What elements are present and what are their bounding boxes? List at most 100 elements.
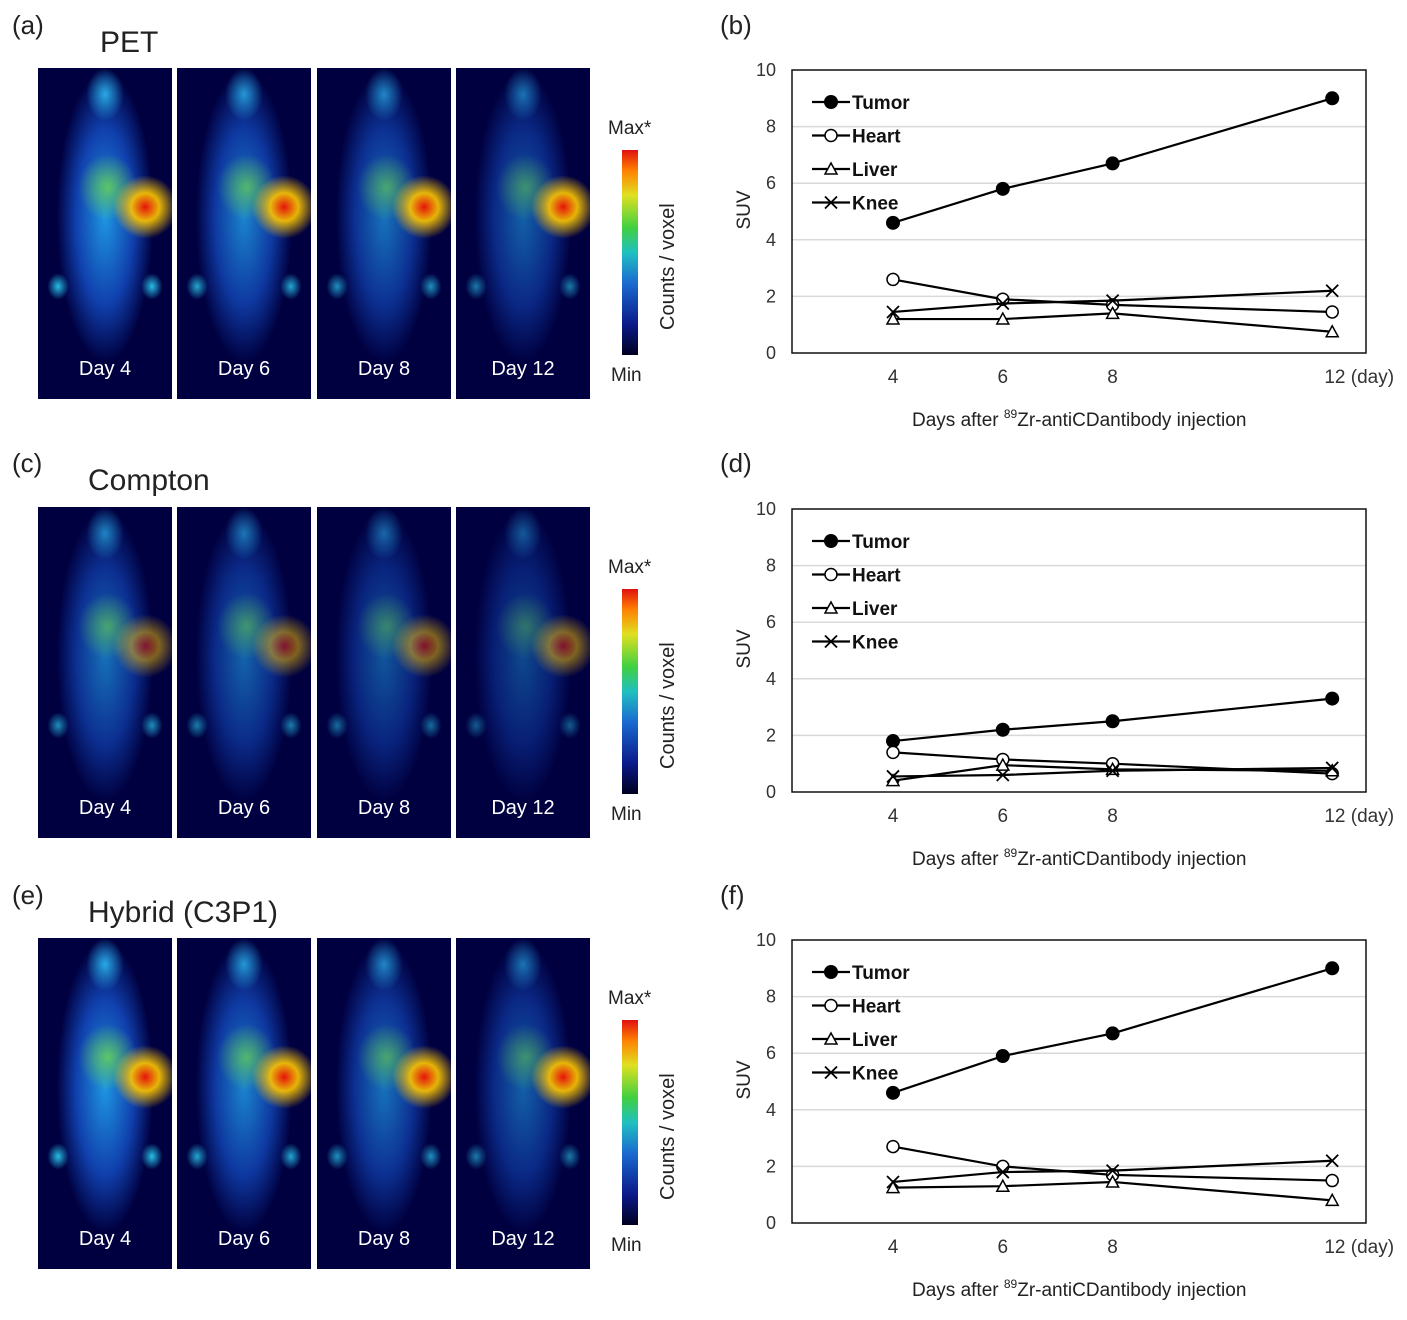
panel-label: (e) xyxy=(12,880,44,910)
y-tick-label: 10 xyxy=(756,60,776,80)
colorbar-axis-label: Counts / voxel xyxy=(657,1073,679,1200)
legend-item: Heart xyxy=(812,566,901,587)
data-point xyxy=(886,305,900,319)
x-axis-label-post: Zr-antiCDantibody injection xyxy=(1017,410,1246,431)
data-point xyxy=(1105,1164,1120,1178)
series-liver xyxy=(885,1174,1340,1207)
legend-item: Knee xyxy=(812,194,898,215)
day-label: Day 12 xyxy=(491,1228,555,1250)
legend-marker-icon xyxy=(824,567,838,582)
colorbar-min-label: Min xyxy=(611,804,642,825)
y-tick-label: 2 xyxy=(766,725,776,745)
legend-item: Tumor xyxy=(812,963,910,984)
data-point xyxy=(1105,294,1120,308)
chart-panel-label: (d) xyxy=(720,448,752,478)
day-label: Day 6 xyxy=(217,797,271,819)
legend-marker-icon xyxy=(823,600,839,614)
data-point xyxy=(996,1159,1010,1174)
y-tick-label: 6 xyxy=(766,612,776,632)
x-tick-label: 12 (day) xyxy=(1324,367,1394,388)
x-tick-label: 4 xyxy=(888,806,899,827)
x-tick-label: 8 xyxy=(1107,806,1118,827)
day-label: Day 4 xyxy=(78,358,132,380)
y-tick-label: 0 xyxy=(766,782,776,802)
data-point xyxy=(1105,714,1120,729)
colorbar xyxy=(622,589,638,794)
y-axis-label: SUV xyxy=(734,190,755,229)
series-knee xyxy=(886,761,1339,784)
y-tick-label: 4 xyxy=(766,230,776,250)
legend-item: Tumor xyxy=(812,532,910,553)
legend-item: Liver xyxy=(812,599,898,620)
x-tick-label: 6 xyxy=(998,367,1009,388)
x-tick-label: 6 xyxy=(998,806,1009,827)
mouse-image: Day 8 xyxy=(317,68,451,399)
colorbar-max-label: Max* xyxy=(608,557,652,578)
data-point xyxy=(1325,284,1339,298)
legend-marker-icon xyxy=(824,634,838,649)
series-knee xyxy=(886,1154,1339,1189)
series-liver xyxy=(885,305,1340,338)
y-tick-label: 10 xyxy=(756,499,776,519)
suv-chart: 0 2 4 6 8 10 4 6 8 12 (day) SUV Days after 89Zr-ant… xyxy=(734,499,1394,870)
mouse-image: Day 12 xyxy=(456,507,590,838)
data-point xyxy=(1325,1154,1339,1168)
data-point xyxy=(886,1085,900,1100)
series-tumor xyxy=(886,91,1340,230)
mouse-image: Day 6 xyxy=(177,938,311,1269)
y-tick-label: 4 xyxy=(766,669,776,689)
suv-chart: 0 2 4 6 8 10 4 6 8 12 (day) SUV Days after 89Zr-ant… xyxy=(734,930,1394,1301)
legend-label: Knee xyxy=(852,1064,898,1085)
data-point xyxy=(996,1165,1010,1179)
x-tick-label: 4 xyxy=(888,367,899,388)
series-line xyxy=(892,697,1333,743)
plot-area xyxy=(791,69,1367,354)
legend-marker-icon xyxy=(824,1065,838,1080)
legend-label: Tumor xyxy=(852,963,910,984)
y-tick-label: 8 xyxy=(766,987,776,1007)
series-tumor xyxy=(886,691,1340,749)
y-tick-label: 0 xyxy=(766,343,776,363)
legend-item: Heart xyxy=(812,997,901,1018)
y-tick-label: 2 xyxy=(766,286,776,306)
y-tick-label: 10 xyxy=(756,930,776,950)
colorbar-axis-label: Counts / voxel xyxy=(657,642,679,769)
x-tick-label: 4 xyxy=(888,1237,899,1258)
legend-label: Knee xyxy=(852,633,898,654)
legend-marker-icon xyxy=(824,534,838,548)
data-point xyxy=(886,1175,900,1189)
legend-label: Liver xyxy=(852,160,898,181)
legend-item: Liver xyxy=(812,160,898,181)
series-liver xyxy=(885,757,1340,787)
data-point xyxy=(995,1178,1011,1192)
y-tick-label: 4 xyxy=(766,1100,776,1120)
x-axis-label-sup: 89 xyxy=(1004,1277,1018,1291)
legend-marker-icon xyxy=(824,195,838,210)
y-axis-label: SUV xyxy=(734,1060,755,1099)
data-point xyxy=(1105,305,1120,320)
mouse-image: Day 6 xyxy=(177,68,311,399)
legend-label: Heart xyxy=(852,127,901,148)
day-label: Day 6 xyxy=(217,358,271,380)
colorbar xyxy=(622,150,638,355)
data-point xyxy=(885,1180,901,1194)
data-point xyxy=(1324,324,1340,338)
mouse-image: Day 4 xyxy=(38,68,172,399)
x-axis-label: Days after 89Zr-antiCDantibody injection xyxy=(912,1277,1246,1301)
day-label: Day 4 xyxy=(78,1228,132,1250)
legend-marker-icon xyxy=(824,965,838,979)
data-point xyxy=(886,745,900,760)
legend-label: Liver xyxy=(852,1030,898,1051)
panel-label: (a) xyxy=(12,10,44,40)
data-point xyxy=(886,272,900,287)
x-tick-label: 6 xyxy=(998,1237,1009,1258)
legend-marker-icon xyxy=(824,128,838,143)
series-line xyxy=(892,289,1333,314)
data-point xyxy=(995,181,1010,196)
modality-title: PET xyxy=(100,26,159,59)
colorbar-min-label: Min xyxy=(611,1235,642,1256)
legend-marker-icon xyxy=(823,1031,839,1045)
y-tick-label: 8 xyxy=(766,117,776,137)
legend-item: Knee xyxy=(812,1064,898,1085)
legend-marker-icon xyxy=(823,161,839,175)
